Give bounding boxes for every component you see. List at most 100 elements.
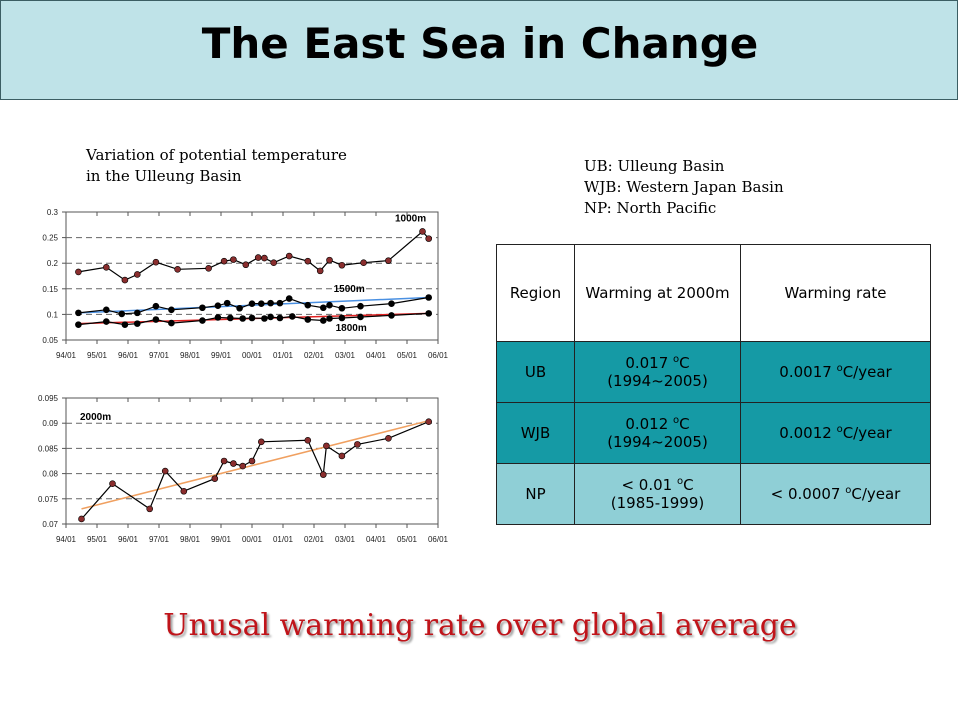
y-tick-label: 0.09 bbox=[42, 419, 58, 428]
x-tick-label: 06/01 bbox=[428, 351, 449, 360]
x-tick-label: 00/01 bbox=[242, 535, 263, 544]
x-tick-label: 05/01 bbox=[397, 351, 418, 360]
x-tick-label: 94/01 bbox=[56, 351, 77, 360]
x-tick-label: 04/01 bbox=[366, 351, 387, 360]
data-point bbox=[239, 315, 246, 322]
data-point bbox=[78, 515, 85, 523]
data-point bbox=[103, 318, 110, 325]
chart-caption-line: in the Ulleung Basin bbox=[86, 167, 242, 185]
data-point bbox=[419, 228, 426, 235]
x-tick-label: 96/01 bbox=[118, 535, 139, 544]
abbreviation-ub: UB: Ulleung Basin bbox=[584, 157, 725, 175]
header-warming-2000m: Warming at 2000m bbox=[574, 244, 741, 342]
data-point bbox=[109, 480, 116, 487]
data-point bbox=[230, 460, 237, 467]
trend-line bbox=[81, 419, 429, 510]
cell-warming: < 0.01 oC (1985-1999) bbox=[574, 463, 741, 525]
data-point bbox=[316, 267, 324, 275]
data-point bbox=[199, 317, 206, 324]
data-point bbox=[134, 309, 141, 317]
data-point bbox=[248, 300, 256, 307]
data-point bbox=[285, 295, 293, 302]
x-tick-label: 98/01 bbox=[180, 351, 201, 360]
header-warming-rate: Warming rate bbox=[740, 244, 931, 342]
degree-symbol: o bbox=[836, 424, 843, 435]
data-point bbox=[261, 315, 268, 322]
rate-unit: C/year bbox=[842, 424, 892, 442]
warming-table-container: Region Warming at 2000m Warming rate UB … bbox=[496, 244, 931, 525]
data-point bbox=[326, 315, 333, 322]
data-point bbox=[174, 266, 181, 273]
degree-symbol: o bbox=[673, 354, 680, 365]
x-tick-label: 05/01 bbox=[397, 535, 418, 544]
data-point bbox=[304, 301, 312, 309]
table-row: WJB 0.012 oC (1994~2005) 0.0012 oC/year bbox=[496, 402, 931, 464]
y-tick-label: 0.075 bbox=[38, 495, 59, 504]
data-point bbox=[288, 313, 296, 320]
data-point bbox=[326, 256, 333, 264]
y-tick-label: 0.05 bbox=[42, 336, 58, 345]
data-point bbox=[425, 418, 433, 425]
rate-value: 0.0012 bbox=[779, 424, 837, 442]
y-tick-label: 0.15 bbox=[42, 285, 58, 294]
table-row: NP < 0.01 oC (1985-1999) < 0.0007 oC/year bbox=[496, 463, 931, 525]
data-point bbox=[121, 276, 129, 284]
warming-unit: C bbox=[679, 354, 690, 372]
warming-period: (1985-1999) bbox=[610, 494, 705, 512]
cell-region: WJB bbox=[496, 402, 575, 464]
x-tick-label: 03/01 bbox=[335, 351, 356, 360]
table-row: UB 0.017 oC (1994~2005) 0.0017 oC/year bbox=[496, 341, 931, 403]
x-tick-label: 96/01 bbox=[118, 351, 139, 360]
data-point bbox=[242, 261, 250, 269]
data-point bbox=[220, 457, 228, 465]
conclusion-text: Unusal warming rate over global average bbox=[163, 608, 797, 643]
data-point bbox=[152, 316, 160, 323]
cell-warming: 0.012 oC (1994~2005) bbox=[574, 402, 741, 464]
x-tick-label: 99/01 bbox=[211, 351, 232, 360]
data-point bbox=[304, 316, 312, 323]
data-point bbox=[205, 265, 212, 272]
x-tick-label: 97/01 bbox=[149, 535, 170, 544]
data-point bbox=[338, 261, 346, 269]
series-line bbox=[78, 296, 429, 315]
x-tick-label: 95/01 bbox=[87, 535, 108, 544]
data-point bbox=[354, 441, 361, 448]
header-region: Region bbox=[496, 244, 575, 342]
data-point bbox=[258, 438, 265, 446]
data-point bbox=[304, 437, 312, 444]
warming-unit: C bbox=[679, 415, 690, 433]
temperature-chart-lower: 0.07 0.075 0.08 0.085 0.09 0.095 94/01 95/01 96/… bbox=[38, 394, 449, 544]
data-point bbox=[134, 271, 141, 278]
data-point bbox=[357, 302, 364, 310]
data-point bbox=[267, 313, 274, 321]
data-point bbox=[304, 257, 312, 265]
data-point bbox=[168, 319, 175, 327]
data-point bbox=[270, 259, 277, 266]
abbreviation-wjb: WJB: Western Japan Basin bbox=[584, 178, 784, 196]
data-point bbox=[261, 254, 268, 262]
warming-period: (1994~2005) bbox=[607, 372, 708, 390]
data-point bbox=[75, 321, 82, 328]
x-tick-label: 98/01 bbox=[180, 535, 201, 544]
table-header-row: Region Warming at 2000m Warming rate bbox=[496, 244, 931, 342]
degree-symbol: o bbox=[673, 415, 680, 426]
data-point bbox=[223, 299, 231, 307]
data-point bbox=[103, 263, 110, 271]
data-point bbox=[258, 300, 265, 307]
data-point bbox=[227, 314, 234, 322]
x-tick-label: 94/01 bbox=[56, 535, 77, 544]
warming-value: < 0.01 bbox=[621, 476, 677, 494]
series-label: 1000m bbox=[395, 213, 426, 224]
y-tick-label: 0.095 bbox=[38, 394, 59, 403]
series-line bbox=[78, 312, 429, 326]
degree-symbol: o bbox=[676, 476, 684, 487]
data-point bbox=[338, 314, 346, 322]
cell-rate: 0.0017 oC/year bbox=[740, 341, 931, 403]
chart-caption: Variation of potential temperature in th… bbox=[86, 145, 406, 187]
data-point bbox=[230, 256, 237, 263]
degree-symbol: o bbox=[845, 485, 852, 496]
data-point bbox=[236, 304, 243, 312]
rate-unit: C/year bbox=[842, 363, 892, 381]
data-point bbox=[248, 457, 256, 465]
cell-rate: 0.0012 oC/year bbox=[740, 402, 931, 464]
